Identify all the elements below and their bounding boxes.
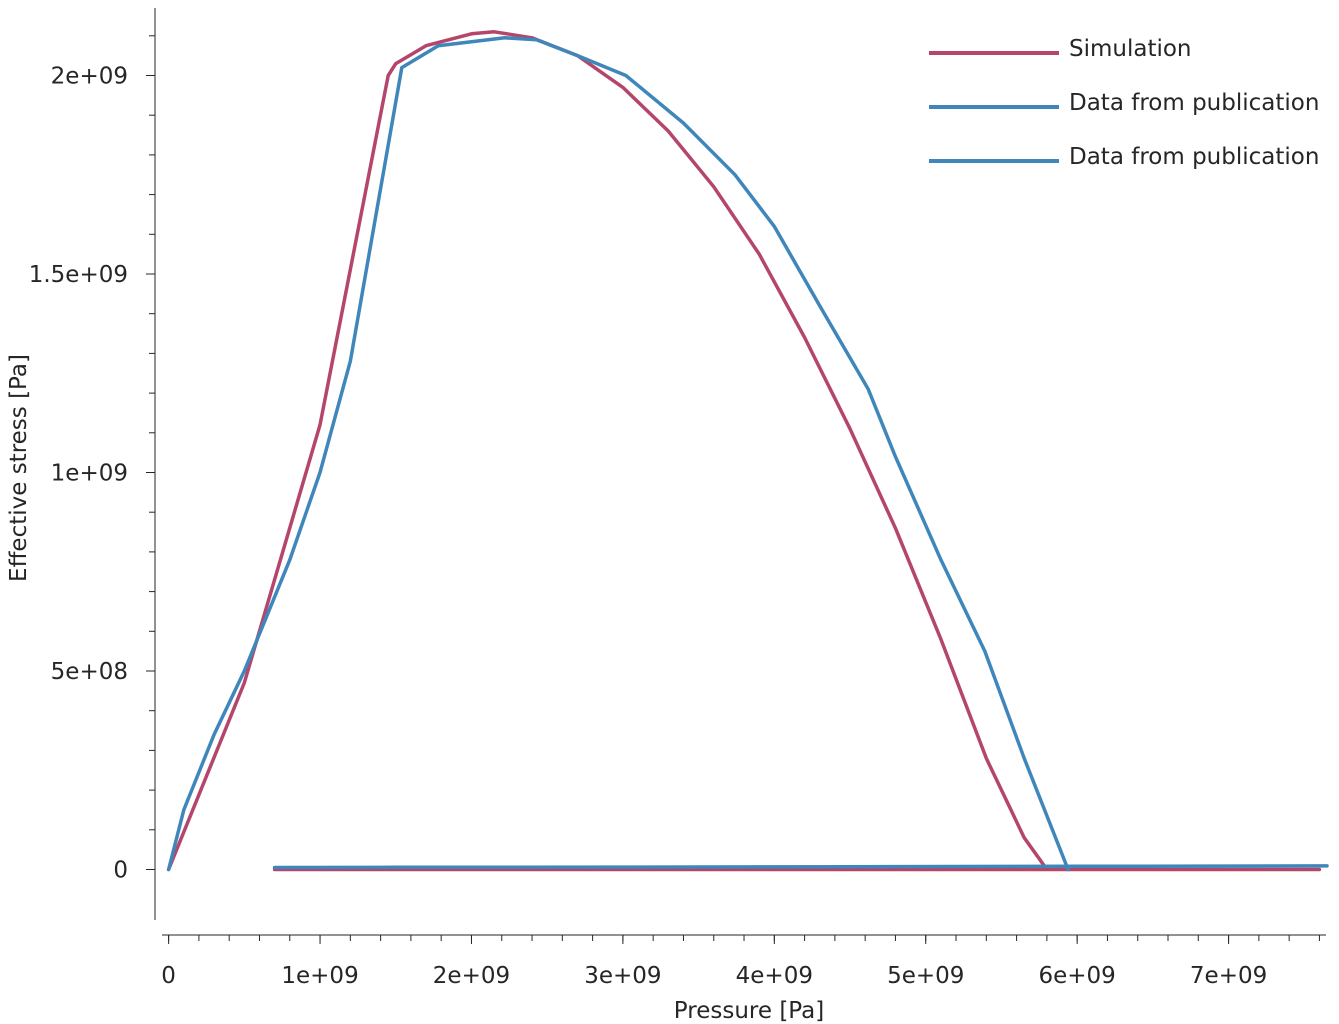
y-axis-label: Effective stress [Pa]: [6, 354, 32, 582]
x-tick-label: 7e+09: [1190, 963, 1267, 989]
y-tick-label: 1.5e+09: [29, 262, 128, 288]
x-tick-label: 1e+09: [281, 963, 358, 989]
plot-series: [166, 30, 1329, 872]
legend-label-0: Simulation: [1069, 36, 1192, 62]
x-axis: 0 1e+09 2e+09 3e+09 4e+09 5e+09 6e+09 7e+09: [161, 934, 1326, 989]
x-tick-label: 3e+09: [584, 963, 661, 989]
x-tick-label: 0: [161, 963, 176, 989]
x-axis-label: Pressure [Pa]: [674, 998, 824, 1024]
legend-label-2: Data from publication: [1069, 144, 1319, 170]
x-tick-label: 4e+09: [736, 963, 813, 989]
x-tick-label: 5e+09: [887, 963, 964, 989]
legend-label-1: Data from publication: [1069, 90, 1319, 116]
legend: Simulation Data from publication Data from…: [929, 36, 1319, 170]
series-line-1: [166, 36, 1070, 872]
y-tick-label: 5e+08: [51, 659, 128, 685]
series-line-0: [166, 30, 1322, 872]
y-tick-label: 2e+09: [51, 63, 128, 89]
y-tick-label: 1e+09: [51, 460, 128, 486]
y-tick-label: 0: [113, 857, 128, 883]
y-axis: 0 5e+08 1e+09 1.5e+09 2e+09: [29, 8, 156, 920]
series-line-2: [272, 864, 1329, 870]
x-tick-label: 6e+09: [1038, 963, 1115, 989]
x-tick-label: 2e+09: [433, 963, 510, 989]
